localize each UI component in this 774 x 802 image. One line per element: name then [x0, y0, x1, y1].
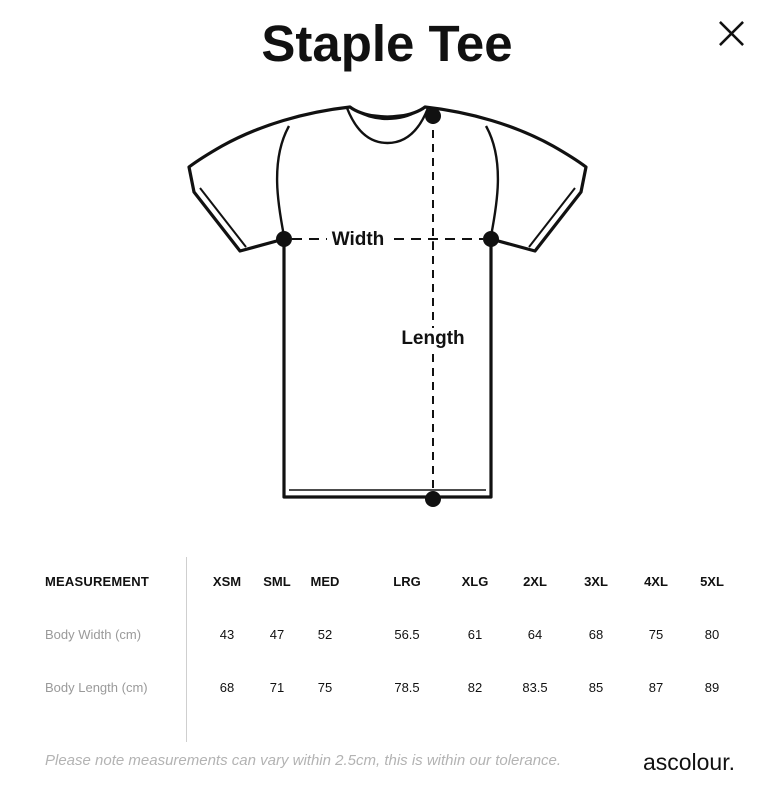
svg-text:Length: Length — [401, 328, 464, 349]
svg-text:Width: Width — [332, 229, 385, 250]
